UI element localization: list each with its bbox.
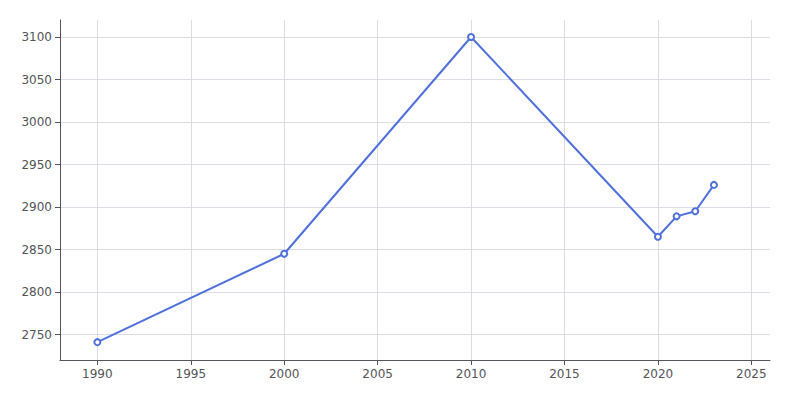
svg-text:2025: 2025 [736,367,767,381]
svg-text:2900: 2900 [21,200,52,214]
svg-text:2015: 2015 [549,367,580,381]
svg-text:1995: 1995 [176,367,207,381]
svg-text:2020: 2020 [643,367,674,381]
svg-text:2850: 2850 [21,243,52,257]
svg-text:1990: 1990 [82,367,113,381]
svg-text:3100: 3100 [21,30,52,44]
svg-text:2750: 2750 [21,328,52,342]
svg-text:2000: 2000 [269,367,300,381]
svg-text:3050: 3050 [21,73,52,87]
svg-text:2800: 2800 [21,285,52,299]
svg-text:2005: 2005 [362,367,393,381]
svg-text:2010: 2010 [456,367,487,381]
svg-text:2950: 2950 [21,158,52,172]
svg-text:3000: 3000 [21,115,52,129]
